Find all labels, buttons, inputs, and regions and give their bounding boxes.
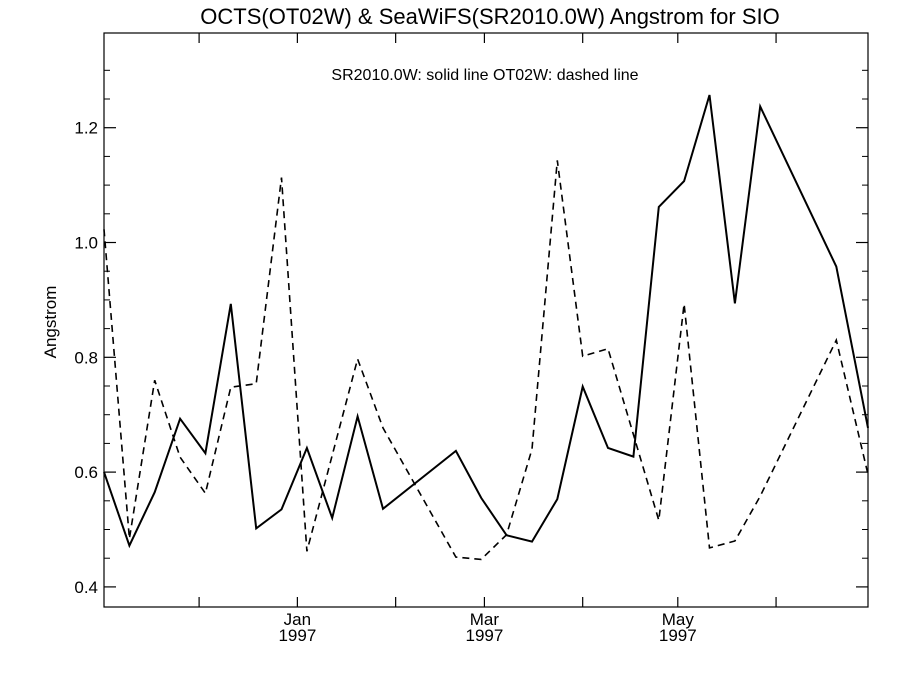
x-tick-label-month: Jan — [284, 610, 311, 629]
y-axis-label: Angstrom — [41, 286, 60, 359]
y-tick-label: 0.8 — [74, 348, 98, 367]
y-tick-label: 1.2 — [74, 119, 98, 138]
y-tick-label: 0.4 — [74, 578, 98, 597]
x-tick-label-year: 1997 — [278, 626, 316, 645]
x-tick-label-year: 1997 — [659, 626, 697, 645]
series-lines — [103, 94, 869, 561]
chart-title: OCTS(OT02W) & SeaWiFS(SR2010.0W) Angstro… — [200, 4, 779, 29]
plot-frame — [103, 32, 869, 608]
x-tick-label-month: Mar — [470, 610, 500, 629]
y-tick-label: 1.0 — [74, 234, 98, 253]
x-tick-label-month: May — [662, 610, 695, 629]
series-line-sr2010-0w — [103, 94, 869, 549]
y-tick-label: 0.6 — [74, 463, 98, 482]
series-line-ot02w — [103, 160, 869, 561]
x-tick-label-year: 1997 — [466, 626, 504, 645]
plot-border — [103, 32, 869, 608]
chart-annotation: SR2010.0W: solid line OT02W: dashed line — [331, 67, 638, 84]
